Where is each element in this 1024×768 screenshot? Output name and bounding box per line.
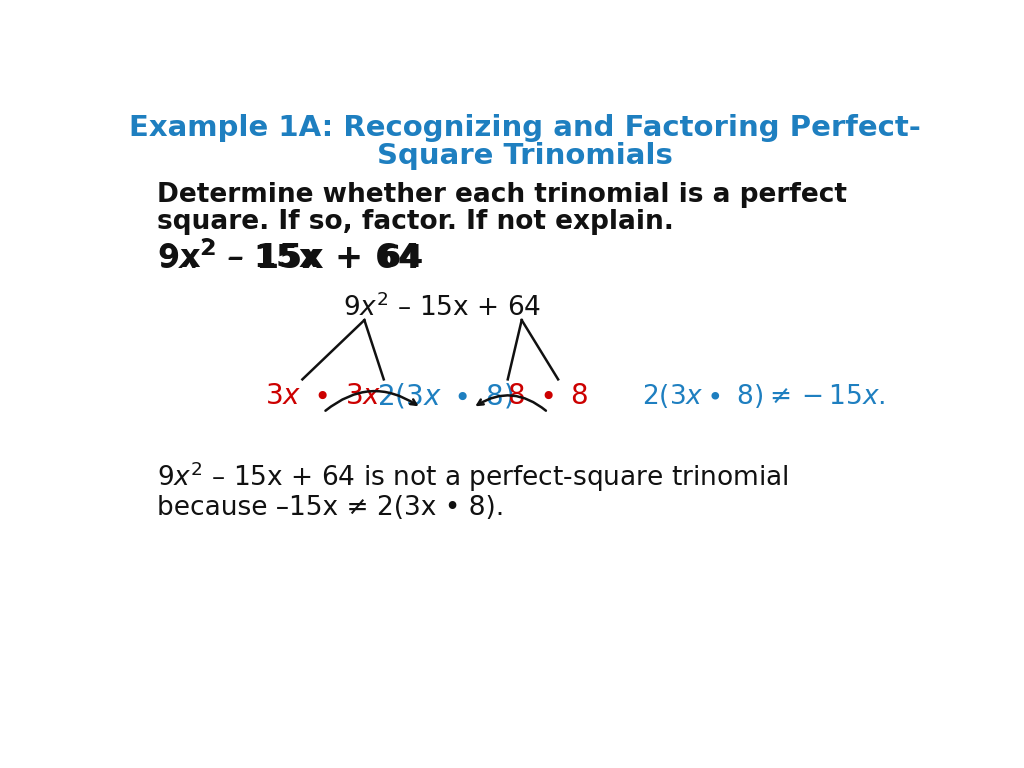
Text: because –15​x ≠ 2(3​x • 8).: because –15​x ≠ 2(3​x • 8). bbox=[158, 495, 505, 521]
Text: Determine whether each trinomial is a perfect: Determine whether each trinomial is a pe… bbox=[158, 181, 848, 207]
Text: $3x\ \bullet\ 3x$: $3x\ \bullet\ 3x$ bbox=[265, 382, 382, 410]
Text: $9x^2$ – 15​x + 64: $9x^2$ – 15​x + 64 bbox=[158, 241, 422, 276]
Text: $\mathbf{9x^2}$$\mathbf{\ \endash\ 15x\ +\ 64}$: $\mathbf{9x^2}$$\mathbf{\ \endash\ 15x\ … bbox=[158, 242, 424, 275]
Text: square. If so, factor. If not explain.: square. If so, factor. If not explain. bbox=[158, 209, 675, 234]
Text: $2(3x\ \bullet\ 8)$: $2(3x\ \bullet\ 8)$ bbox=[378, 382, 514, 411]
Text: $9x^2$ – 15​x + 64: $9x^2$ – 15​x + 64 bbox=[343, 293, 541, 322]
Text: $8\ \bullet\ 8$: $8\ \bullet\ 8$ bbox=[507, 382, 589, 410]
Text: Example 1A: Recognizing and Factoring Perfect-: Example 1A: Recognizing and Factoring Pe… bbox=[129, 114, 921, 141]
Text: $2(3x\bullet\ 8)\neq -15x.$: $2(3x\bullet\ 8)\neq -15x.$ bbox=[642, 382, 885, 410]
Text: $9x^2$ – 15​x + 64 is not a perfect-square trinomial: $9x^2$ – 15​x + 64 is not a perfect-squa… bbox=[158, 460, 790, 495]
Text: Square Trinomials: Square Trinomials bbox=[377, 142, 673, 170]
